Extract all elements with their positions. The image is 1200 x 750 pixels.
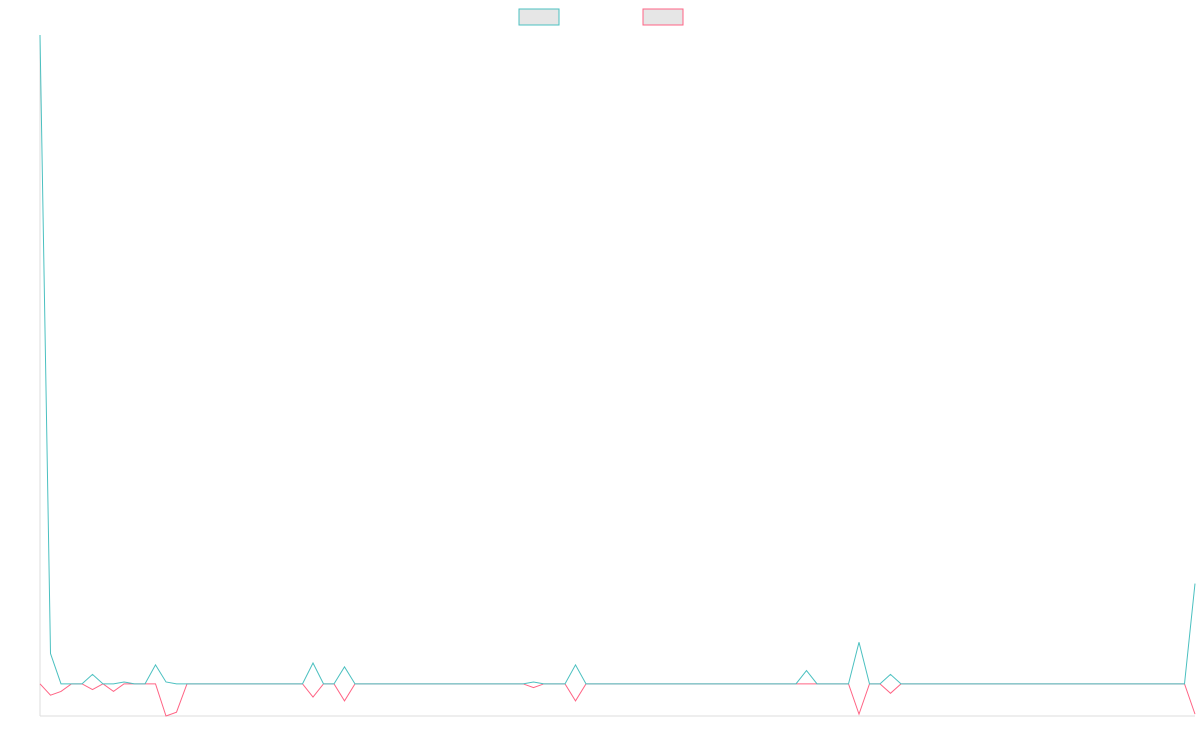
series-layer	[39, 34, 1196, 717]
legend-swatch-1[interactable]	[518, 8, 560, 26]
legend	[518, 8, 684, 26]
legend-item-2[interactable]	[642, 8, 684, 26]
legend-swatch-2[interactable]	[642, 8, 684, 26]
series-line-2	[39, 683, 1196, 717]
series-line-1	[39, 34, 1196, 685]
axes	[39, 35, 1195, 717]
legend-item-1[interactable]	[518, 8, 560, 26]
